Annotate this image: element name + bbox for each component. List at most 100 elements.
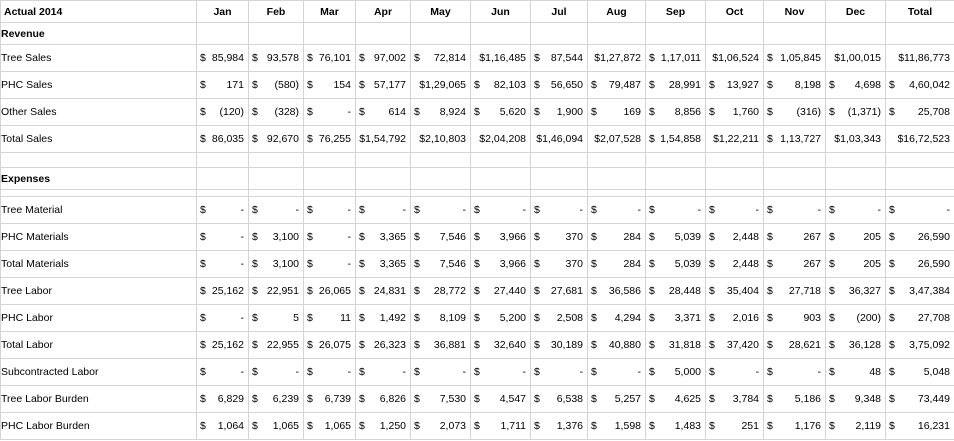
value-cell[interactable]: $16,231 (886, 413, 954, 440)
column-header-feb[interactable]: Feb (249, 1, 304, 23)
value-cell[interactable]: $93,578 (249, 45, 304, 72)
value-cell[interactable]: $267 (764, 251, 826, 278)
value-cell[interactable]: $1,54,858 (646, 126, 706, 153)
row-label[interactable]: Tree Sales (1, 45, 197, 72)
value-cell[interactable]: $22,951 (249, 278, 304, 305)
value-cell[interactable]: $284 (588, 251, 646, 278)
value-cell[interactable]: $1,250 (356, 413, 411, 440)
value-cell[interactable]: $ - (304, 197, 356, 224)
value-cell[interactable]: $8,109 (411, 305, 471, 332)
value-cell[interactable]: $28,991 (646, 72, 706, 99)
value-cell[interactable]: $1,760 (706, 99, 764, 126)
value-cell[interactable]: $ (120) (197, 99, 249, 126)
value-cell[interactable]: $1,00,015 (826, 45, 886, 72)
value-cell[interactable]: $4,294 (588, 305, 646, 332)
empty-cell[interactable] (886, 23, 954, 45)
value-cell[interactable]: $6,239 (249, 386, 304, 413)
value-cell[interactable]: $48 (826, 359, 886, 386)
value-cell[interactable]: $16,72,523 (886, 126, 954, 153)
column-header-jun[interactable]: Jun (471, 1, 531, 23)
empty-cell[interactable] (304, 23, 356, 45)
value-cell[interactable]: $36,881 (411, 332, 471, 359)
empty-cell[interactable] (356, 190, 411, 197)
row-label[interactable]: Tree Labor (1, 278, 197, 305)
value-cell[interactable]: $73,449 (886, 386, 954, 413)
value-cell[interactable]: $3,75,092 (886, 332, 954, 359)
empty-cell[interactable] (646, 23, 706, 45)
value-cell[interactable]: $87,544 (531, 45, 588, 72)
value-cell[interactable]: $3,966 (471, 251, 531, 278)
value-cell[interactable]: $2,448 (706, 224, 764, 251)
value-cell[interactable]: $ (1,371) (826, 99, 886, 126)
value-cell[interactable]: $32,640 (471, 332, 531, 359)
value-cell[interactable]: $3,784 (706, 386, 764, 413)
value-cell[interactable]: $4,625 (646, 386, 706, 413)
value-cell[interactable]: $3,100 (249, 251, 304, 278)
value-cell[interactable]: $5,048 (886, 359, 954, 386)
value-cell[interactable]: $72,814 (411, 45, 471, 72)
empty-cell[interactable] (588, 23, 646, 45)
value-cell[interactable]: $2,10,803 (411, 126, 471, 153)
empty-cell[interactable] (356, 168, 411, 190)
row-label[interactable]: Tree Labor Burden (1, 386, 197, 413)
value-cell[interactable]: $1,27,872 (588, 45, 646, 72)
column-header-aug[interactable]: Aug (588, 1, 646, 23)
value-cell[interactable]: $56,650 (531, 72, 588, 99)
value-cell[interactable]: $ (316) (764, 99, 826, 126)
value-cell[interactable]: $ - (197, 197, 249, 224)
value-cell[interactable]: $6,826 (356, 386, 411, 413)
value-cell[interactable]: $370 (531, 251, 588, 278)
value-cell[interactable]: $11,86,773 (886, 45, 954, 72)
value-cell[interactable]: $1,064 (197, 413, 249, 440)
empty-cell[interactable] (471, 168, 531, 190)
value-cell[interactable]: $ - (706, 359, 764, 386)
value-cell[interactable]: $3,371 (646, 305, 706, 332)
value-cell[interactable]: $1,17,011 (646, 45, 706, 72)
value-cell[interactable]: $1,492 (356, 305, 411, 332)
value-cell[interactable]: $251 (706, 413, 764, 440)
empty-cell[interactable] (706, 153, 764, 168)
value-cell[interactable]: $26,075 (304, 332, 356, 359)
value-cell[interactable]: $1,065 (249, 413, 304, 440)
value-cell[interactable]: $40,880 (588, 332, 646, 359)
value-cell[interactable]: $28,621 (764, 332, 826, 359)
value-cell[interactable]: $903 (764, 305, 826, 332)
value-cell[interactable]: $5,620 (471, 99, 531, 126)
empty-cell[interactable] (706, 23, 764, 45)
empty-cell[interactable] (304, 153, 356, 168)
value-cell[interactable]: $ - (249, 197, 304, 224)
value-cell[interactable]: $2,04,208 (471, 126, 531, 153)
value-cell[interactable]: $2,119 (826, 413, 886, 440)
value-cell[interactable]: $25,162 (197, 332, 249, 359)
value-cell[interactable]: $26,590 (886, 251, 954, 278)
value-cell[interactable]: $24,831 (356, 278, 411, 305)
value-cell[interactable]: $267 (764, 224, 826, 251)
row-label[interactable]: Subcontracted Labor (1, 359, 197, 386)
value-cell[interactable]: $5,039 (646, 251, 706, 278)
value-cell[interactable]: $ - (411, 359, 471, 386)
empty-cell[interactable] (646, 168, 706, 190)
value-cell[interactable]: $ - (764, 359, 826, 386)
empty-cell[interactable] (826, 168, 886, 190)
empty-cell[interactable] (197, 23, 249, 45)
empty-cell[interactable] (706, 190, 764, 197)
value-cell[interactable]: $26,323 (356, 332, 411, 359)
value-cell[interactable]: $37,420 (706, 332, 764, 359)
value-cell[interactable]: $1,483 (646, 413, 706, 440)
row-label[interactable]: Total Sales (1, 126, 197, 153)
value-cell[interactable]: $9,348 (826, 386, 886, 413)
column-header-total[interactable]: Total (886, 1, 954, 23)
value-cell[interactable]: $5,200 (471, 305, 531, 332)
value-cell[interactable]: $36,128 (826, 332, 886, 359)
value-cell[interactable]: $ - (197, 251, 249, 278)
value-cell[interactable]: $ (328) (249, 99, 304, 126)
value-cell[interactable]: $28,772 (411, 278, 471, 305)
value-cell[interactable]: $4,698 (826, 72, 886, 99)
row-label[interactable]: PHC Materials (1, 224, 197, 251)
empty-cell[interactable] (471, 23, 531, 45)
value-cell[interactable]: $8,924 (411, 99, 471, 126)
row-label[interactable]: Total Labor (1, 332, 197, 359)
empty-cell[interactable] (197, 168, 249, 190)
value-cell[interactable]: $1,900 (531, 99, 588, 126)
value-cell[interactable]: $92,670 (249, 126, 304, 153)
